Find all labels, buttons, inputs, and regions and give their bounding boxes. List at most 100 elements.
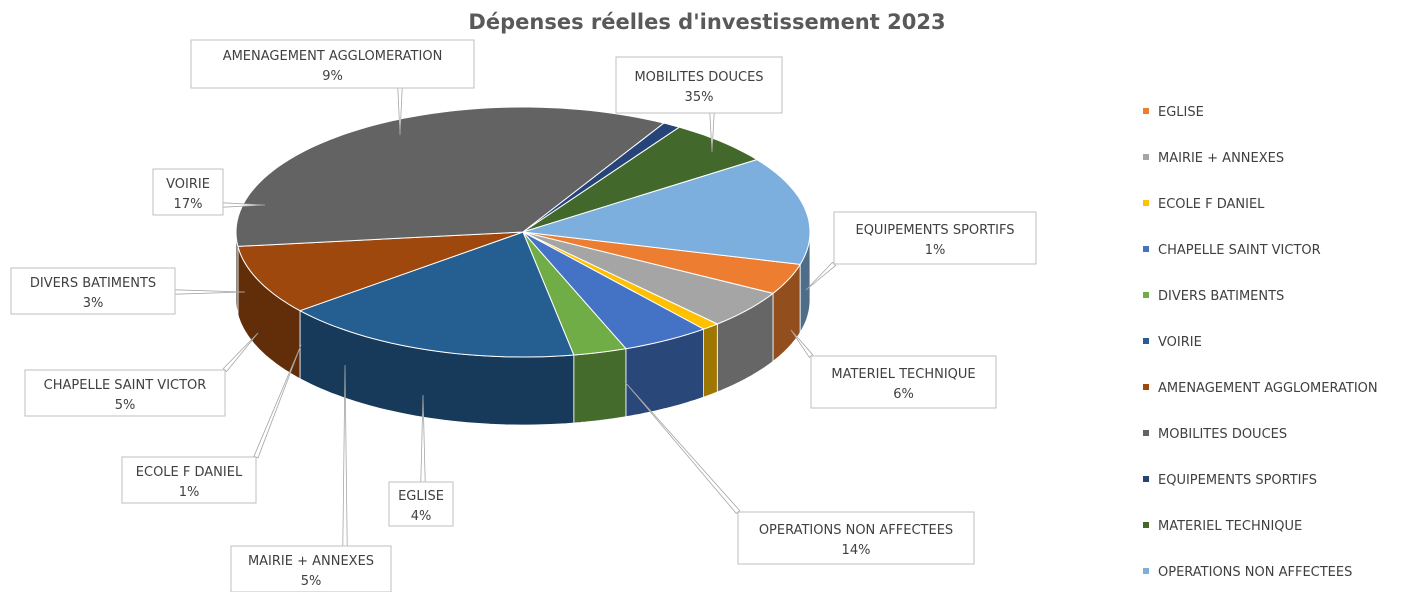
data-label-eglise: EGLISE 4% bbox=[388, 481, 454, 527]
slice-voirie bbox=[298, 231, 575, 358]
pie-tops bbox=[235, 106, 811, 358]
data-label-value: 1% bbox=[925, 243, 946, 258]
legend-label: AMENAGEMENT AGGLOMERATION bbox=[1158, 381, 1378, 396]
data-label-value: 5% bbox=[115, 398, 136, 413]
legend-label: EQUIPEMENTS SPORTIFS bbox=[1158, 473, 1317, 488]
data-label-category: MATERIEL TECHNIQUE bbox=[831, 367, 975, 382]
pie-sides bbox=[235, 232, 811, 426]
legend-swatch bbox=[1143, 200, 1149, 206]
slice-eglise bbox=[522, 231, 802, 294]
legend-item-equipements-sportifs: EQUIPEMENTS SPORTIFS bbox=[1143, 473, 1317, 488]
data-label-value: 14% bbox=[842, 543, 871, 558]
data-label-box bbox=[615, 56, 783, 114]
data-label-box bbox=[24, 369, 226, 417]
leader-divers-batiments bbox=[174, 289, 246, 295]
slice-mairie-annexes bbox=[522, 231, 775, 325]
data-label-chapelle-saint-victor: CHAPELLE SAINT VICTOR 5% bbox=[24, 369, 226, 417]
data-label-value: 1% bbox=[179, 485, 200, 500]
data-label-value: 3% bbox=[83, 296, 104, 311]
legend-item-mobilites-douces: MOBILITES DOUCES bbox=[1143, 427, 1287, 442]
legend-item-eglise: EGLISE bbox=[1143, 105, 1204, 120]
legend-swatch bbox=[1143, 568, 1149, 574]
slice-chapelle-saint-victor bbox=[522, 231, 705, 350]
data-label-box bbox=[230, 545, 392, 592]
data-label-category: DIVERS BATIMENTS bbox=[30, 276, 156, 291]
legend-swatch bbox=[1143, 522, 1149, 528]
legend-item-materiel-technique: MATERIEL TECHNIQUE bbox=[1143, 519, 1302, 534]
data-label-box bbox=[388, 481, 454, 527]
data-label-category: EGLISE bbox=[398, 489, 444, 504]
legend-item-chapelle-saint-victor: CHAPELLE SAINT VICTOR bbox=[1143, 243, 1321, 258]
data-label-box bbox=[737, 511, 975, 565]
slice-ecole-f-daniel bbox=[522, 231, 719, 330]
leader-chapelle-saint-victor bbox=[222, 332, 259, 373]
legend-label: OPERATIONS NON AFFECTEES bbox=[1158, 565, 1352, 580]
legend: EGLISE MAIRIE + ANNEXES ECOLE F DANIEL CHAP… bbox=[1143, 105, 1378, 580]
leader-equipements-sportifs bbox=[805, 261, 837, 291]
data-label-ecole-f-daniel: ECOLE F DANIEL 1% bbox=[121, 456, 257, 504]
data-label-box bbox=[121, 456, 257, 504]
legend-label: ECOLE F DANIEL bbox=[1158, 197, 1265, 212]
legend-swatch bbox=[1143, 384, 1149, 390]
legend-swatch bbox=[1143, 292, 1149, 298]
data-label-amenagement-agglomeration: AMENAGEMENT AGGLOMERATION 9% bbox=[190, 39, 475, 89]
legend-swatch bbox=[1143, 430, 1149, 436]
legend-label: DIVERS BATIMENTS bbox=[1158, 289, 1284, 304]
data-label-value: 4% bbox=[411, 509, 432, 524]
data-label-materiel-technique: MATERIEL TECHNIQUE 6% bbox=[810, 355, 997, 409]
data-label-equipements-sportifs: EQUIPEMENTS SPORTIFS 1% bbox=[833, 211, 1037, 265]
slice-divers-batiments bbox=[522, 231, 627, 356]
data-label-box bbox=[190, 39, 475, 89]
data-label-category: EQUIPEMENTS SPORTIFS bbox=[855, 223, 1014, 238]
legend-swatch bbox=[1143, 476, 1149, 482]
data-label-divers-batiments: DIVERS BATIMENTS 3% bbox=[10, 267, 176, 315]
data-label-category: MOBILITES DOUCES bbox=[634, 70, 763, 85]
legend-swatch bbox=[1143, 338, 1149, 344]
data-label-category: MAIRIE + ANNEXES bbox=[248, 554, 374, 569]
data-label-mobilites-douces: MOBILITES DOUCES 35% bbox=[615, 56, 783, 114]
data-label-value: 5% bbox=[301, 574, 322, 589]
slice-equipements-sportifs bbox=[522, 122, 681, 233]
legend-label: VOIRIE bbox=[1158, 335, 1202, 350]
legend-swatch bbox=[1143, 108, 1149, 114]
data-label-value: 17% bbox=[174, 197, 203, 212]
legend-item-ecole-f-daniel: ECOLE F DANIEL bbox=[1143, 197, 1265, 212]
data-labels: EGLISE 4% MAIRIE + ANNEXES 5% ECOLE F DANIEL… bbox=[10, 39, 1037, 592]
legend-label: MATERIEL TECHNIQUE bbox=[1158, 519, 1302, 534]
pie-slices bbox=[235, 106, 811, 426]
data-label-box bbox=[810, 355, 997, 409]
legend-label: MAIRIE + ANNEXES bbox=[1158, 151, 1284, 166]
data-label-box bbox=[10, 267, 176, 315]
data-label-mairie-annexes: MAIRIE + ANNEXES 5% bbox=[230, 545, 392, 592]
slice-materiel-technique bbox=[522, 126, 759, 233]
legend-item-operations-non-affectees: OPERATIONS NON AFFECTEES bbox=[1143, 565, 1352, 580]
data-label-value: 9% bbox=[322, 69, 343, 84]
leader-lines bbox=[174, 87, 837, 547]
slice-amenagement-agglomeration bbox=[237, 231, 524, 312]
slice-side-divers-batiments bbox=[573, 348, 627, 424]
legend-swatch bbox=[1143, 246, 1149, 252]
data-label-value: 6% bbox=[893, 387, 914, 402]
legend-label: CHAPELLE SAINT VICTOR bbox=[1158, 243, 1321, 258]
data-label-box bbox=[833, 211, 1037, 265]
legend-label: MOBILITES DOUCES bbox=[1158, 427, 1287, 442]
data-label-voirie: VOIRIE 17% bbox=[152, 168, 224, 216]
data-label-category: ECOLE F DANIEL bbox=[136, 465, 243, 480]
data-label-operations-non-affectees: OPERATIONS NON AFFECTEES 14% bbox=[737, 511, 975, 565]
data-label-box bbox=[152, 168, 224, 216]
data-label-category: CHAPELLE SAINT VICTOR bbox=[44, 378, 207, 393]
slice-operations-non-affectees bbox=[522, 159, 811, 265]
legend-item-divers-batiments: DIVERS BATIMENTS bbox=[1143, 289, 1284, 304]
slice-side-ecole-f-daniel bbox=[703, 323, 718, 398]
chart-title: Dépenses réelles d'investissement 2023 bbox=[468, 10, 946, 34]
data-label-category: AMENAGEMENT AGGLOMERATION bbox=[223, 49, 443, 64]
legend-item-amenagement-agglomeration: AMENAGEMENT AGGLOMERATION bbox=[1143, 381, 1378, 396]
leader-materiel-technique bbox=[790, 329, 814, 358]
data-label-category: VOIRIE bbox=[166, 177, 210, 192]
legend-item-voirie: VOIRIE bbox=[1143, 335, 1202, 350]
legend-item-mairie-annexes: MAIRIE + ANNEXES bbox=[1143, 151, 1284, 166]
legend-swatch bbox=[1143, 154, 1149, 160]
legend-label: EGLISE bbox=[1158, 105, 1204, 120]
data-label-value: 35% bbox=[685, 90, 714, 105]
